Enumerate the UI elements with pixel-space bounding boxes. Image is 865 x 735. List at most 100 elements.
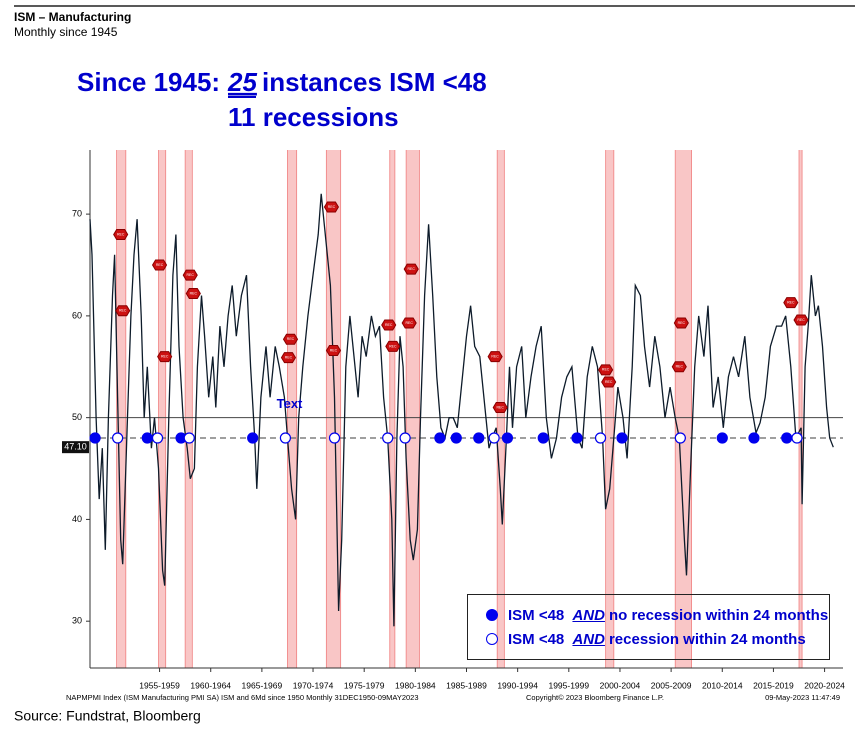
footer-right: 09-May-2023 11:47:49 (765, 693, 840, 702)
event-marker (381, 319, 397, 331)
recession-band (605, 150, 614, 668)
event-label: REC (605, 380, 613, 384)
x-tick-label: 2000-2004 (600, 680, 641, 690)
legend-text: recession within 24 months (608, 630, 806, 648)
marker-hollow (399, 432, 411, 444)
event-marker (601, 376, 617, 388)
legend-entry: ISM <48 AND recession within 24 months (486, 627, 829, 651)
legend-text: AND (572, 606, 605, 624)
event-label: REC (156, 263, 164, 267)
event-label: REC (385, 323, 393, 327)
recession-band (799, 150, 803, 668)
x-tick-label: 1975-1979 (344, 680, 385, 690)
recession-band (116, 150, 126, 668)
legend-entry: ISM <48 AND no recession within 24 months (486, 603, 829, 627)
marker-hollow (488, 432, 500, 444)
x-tick-label: 2010-2014 (702, 680, 743, 690)
headline: instances ISM <48 (262, 67, 487, 97)
marker-hollow (594, 432, 607, 444)
headline-count: 25 (227, 67, 257, 97)
marker-hollow (112, 432, 124, 444)
source: Source: Fundstrat, Bloomberg (14, 708, 201, 724)
event-marker (113, 228, 129, 240)
marker-filled (501, 432, 514, 444)
event-label: REC (602, 368, 610, 372)
legend-swatch (486, 609, 498, 621)
recession-band (185, 150, 193, 668)
x-tick-label: 1995-1999 (548, 680, 589, 690)
event-marker (487, 351, 503, 363)
event-label: REC (285, 356, 293, 360)
event-label: REC (389, 344, 397, 348)
event-marker (403, 263, 419, 275)
marker-hollow (674, 432, 686, 444)
event-label: REC (187, 273, 195, 277)
legend-text: ISM <48 (508, 606, 565, 624)
event-marker (598, 364, 614, 376)
legend-text: no recession within 24 months (608, 606, 829, 624)
recession-band (287, 150, 297, 668)
legend-text: AND (572, 630, 605, 648)
x-tick-label: 1980-1984 (395, 680, 436, 690)
event-label: REC (497, 405, 505, 409)
last-value-box (62, 441, 89, 454)
event-marker (282, 333, 299, 345)
annotation: Text (277, 396, 303, 411)
y-tick-label: 50 (72, 412, 82, 422)
event-marker (671, 361, 687, 373)
footer-left: NAPMPMI Index (ISM Manufacturing PMI SA)… (66, 693, 419, 702)
event-label: REC (408, 267, 416, 271)
event-marker (793, 314, 809, 326)
recession-band (406, 150, 420, 668)
y-tick-label: 60 (72, 310, 82, 320)
x-tick-label: 2015-2019 (753, 680, 794, 690)
recession-band (675, 150, 692, 668)
event-label: REC (117, 232, 125, 236)
event-label: REC (119, 309, 127, 313)
event-label: REC (678, 321, 686, 325)
event-marker (385, 340, 401, 352)
headline: Since 1945: (77, 67, 220, 97)
x-tick-label: 2020-2024 (804, 680, 845, 690)
header-title: ISM – Manufacturing (14, 10, 131, 24)
marker-filled (141, 432, 153, 444)
marker-filled (434, 432, 446, 444)
y-tick-label: 40 (72, 514, 82, 524)
marker-filled (89, 432, 101, 444)
legend: ISM <48 AND no recession within 24 months… (467, 594, 830, 660)
event-marker (325, 344, 342, 356)
y-tick-label: 30 (72, 616, 82, 626)
event-marker (151, 259, 168, 271)
marker-filled (473, 432, 485, 444)
marker-hollow (279, 432, 292, 444)
event-marker (783, 297, 799, 309)
event-marker (185, 287, 201, 299)
marker-filled (247, 432, 259, 444)
legend-text: ISM <48 (508, 630, 565, 648)
marker-hollow (382, 432, 394, 444)
marker-filled (537, 432, 549, 444)
x-tick-label: 1990-1994 (497, 680, 538, 690)
headline: 11 recessions (228, 102, 399, 132)
marker-hollow (151, 432, 164, 444)
event-label: REC (405, 321, 413, 325)
event-label: REC (797, 318, 805, 322)
last-value-label: 47.10 (64, 442, 87, 452)
x-tick-label: 2005-2009 (651, 680, 692, 690)
y-tick-label: 70 (72, 208, 82, 218)
recession-band (158, 150, 166, 668)
event-marker (157, 351, 173, 363)
marker-filled (748, 432, 760, 444)
legend-swatch (486, 633, 498, 645)
event-label: REC (287, 337, 295, 341)
ism-line (89, 193, 834, 627)
event-marker (673, 317, 689, 329)
event-label: REC (491, 355, 499, 359)
marker-hollow (791, 432, 803, 444)
footer-mid: Copyright© 2023 Bloomberg Finance L.P. (526, 693, 664, 702)
event-marker (280, 352, 297, 364)
marker-filled (450, 432, 462, 444)
event-marker (115, 305, 131, 317)
